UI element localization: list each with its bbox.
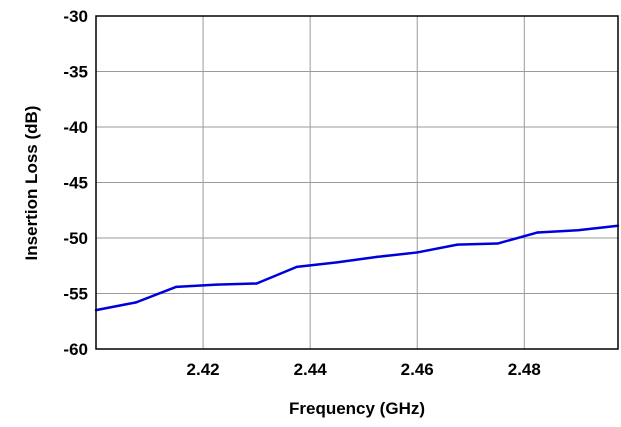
data-point bbox=[134, 301, 138, 304]
data-point bbox=[295, 265, 298, 269]
y-axis-label: Insertion Loss (dB) bbox=[22, 106, 41, 261]
plot-frame bbox=[95, 15, 619, 350]
data-point bbox=[576, 229, 580, 232]
x-tick-label: 2.46 bbox=[401, 360, 434, 379]
y-tick-label: -45 bbox=[63, 174, 88, 193]
x-axis-label: Frequency (GHz) bbox=[289, 399, 425, 418]
y-tick-label: -60 bbox=[63, 340, 88, 359]
x-tick-label: 2.48 bbox=[508, 360, 541, 379]
data-point bbox=[335, 261, 339, 264]
y-tick-label: -35 bbox=[63, 63, 88, 82]
y-tick-labels: -30 -35 -40 -45 -50 -55 -60 bbox=[63, 7, 88, 359]
data-point bbox=[215, 283, 218, 286]
data-point bbox=[496, 242, 499, 245]
data-point bbox=[175, 285, 178, 289]
data-point bbox=[536, 231, 539, 234]
y-tick-label: -50 bbox=[63, 229, 88, 248]
y-tick-label: -30 bbox=[63, 7, 88, 26]
y-tick-label: -55 bbox=[63, 285, 88, 304]
data-point bbox=[255, 282, 258, 285]
y-tick-label: -40 bbox=[63, 118, 88, 137]
x-tick-labels: 2.42 2.44 2.46 2.48 bbox=[187, 360, 541, 379]
data-point bbox=[416, 251, 419, 254]
data-point bbox=[456, 243, 459, 246]
grid-lines bbox=[96, 16, 618, 349]
series-line bbox=[95, 224, 619, 312]
x-tick-label: 2.44 bbox=[294, 360, 328, 379]
x-tick-label: 2.42 bbox=[187, 360, 220, 379]
data-point bbox=[375, 255, 379, 259]
